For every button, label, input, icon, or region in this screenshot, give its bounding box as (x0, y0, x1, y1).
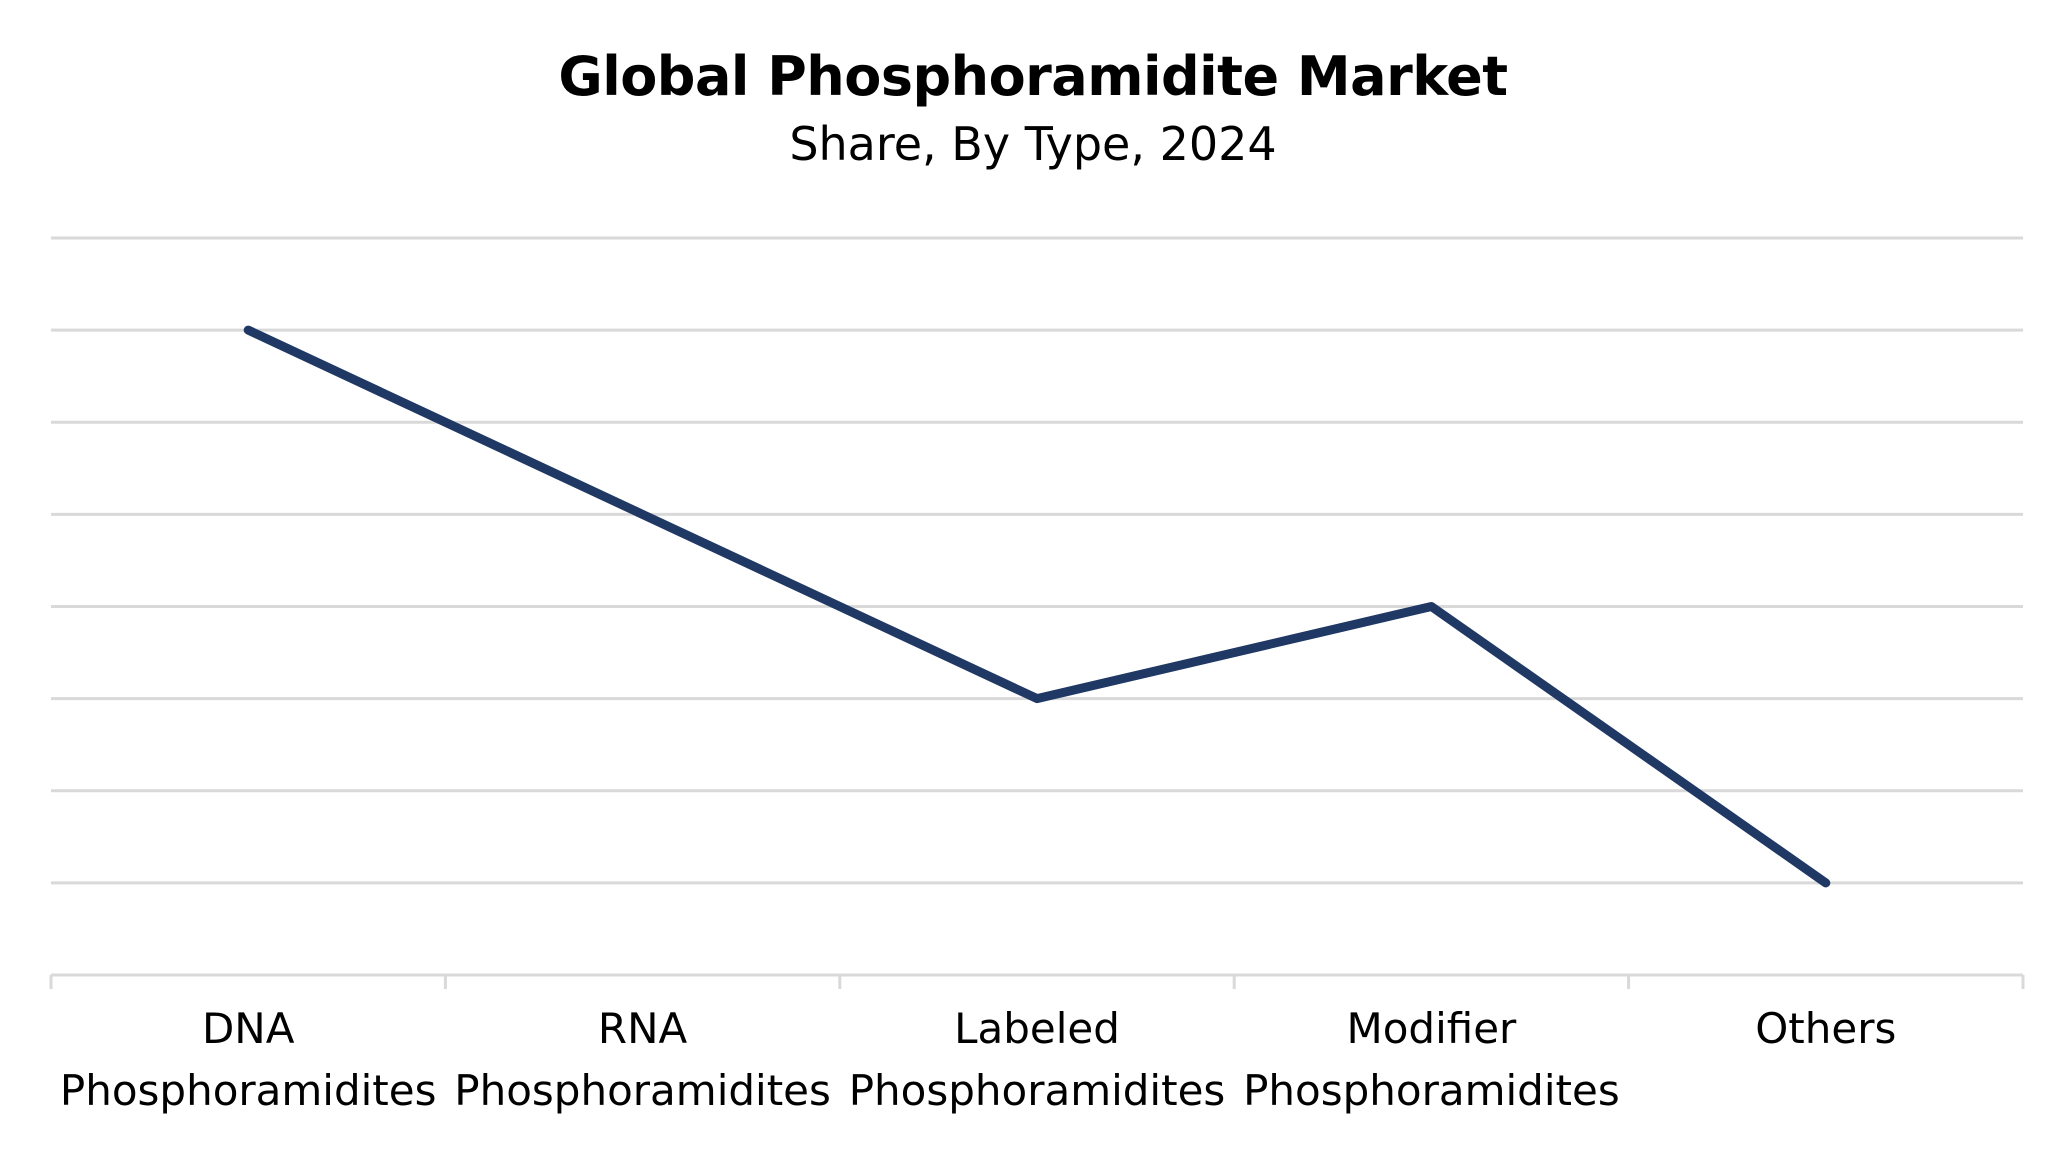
series-line (243, 325, 1831, 888)
x-tick-label-line: Others (1755, 1004, 1896, 1053)
x-tick-label: Modifier Phosphoramidites (1243, 1004, 1620, 1115)
chart-title: Global Phosphoramidite Market (558, 45, 1508, 108)
x-tick-label-line: Modifier (1346, 1004, 1517, 1053)
x-tick-label-line: Phosphoramidites (1243, 1066, 1620, 1115)
x-axis (49, 973, 2025, 989)
x-tick-label: DNA Phosphoramidites (60, 1004, 437, 1115)
x-tick-label-line: Phosphoramidites (849, 1066, 1226, 1115)
x-tick-label-line: Phosphoramidites (454, 1066, 831, 1115)
x-tick-label: Others (1755, 1004, 1896, 1053)
x-tick-label-line: Phosphoramidites (60, 1066, 437, 1115)
x-tick-label-line: DNA (202, 1004, 295, 1053)
series-layer (243, 325, 1831, 888)
chart-subtitle: Share, By Type, 2024 (789, 117, 1277, 171)
x-tick-label-line: Labeled (954, 1004, 1120, 1053)
x-tick-label: Labeled Phosphoramidites (849, 1004, 1226, 1115)
x-tick-label: RNA Phosphoramidites (454, 1004, 831, 1115)
x-tick-label-line: RNA (598, 1004, 688, 1053)
gridlines (51, 236, 2023, 885)
